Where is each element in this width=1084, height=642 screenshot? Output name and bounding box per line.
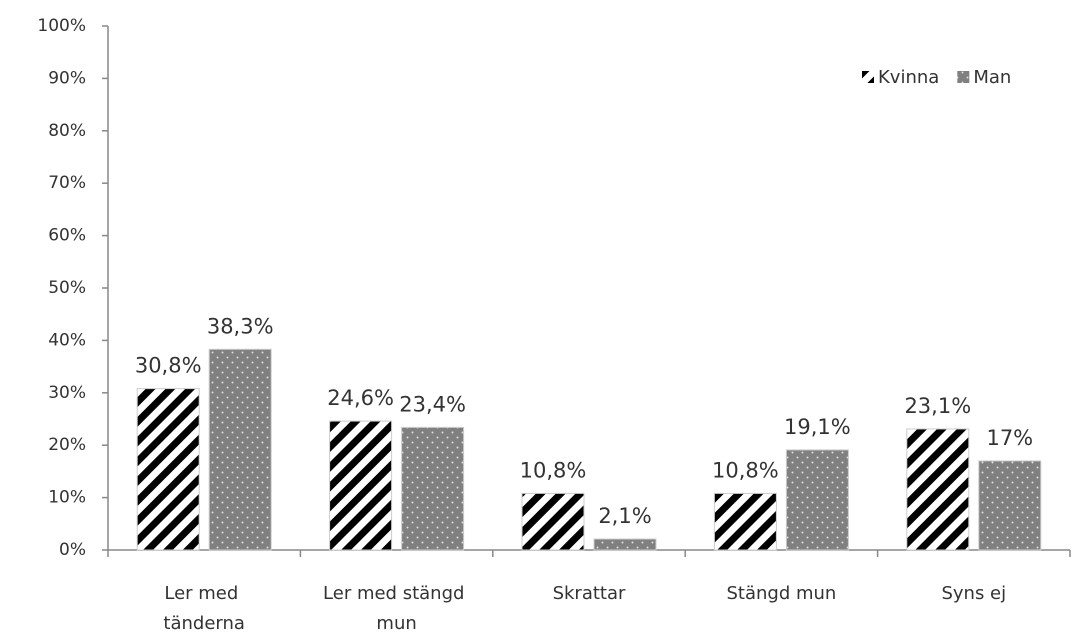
- value-label: 10,8%: [520, 458, 587, 482]
- bar: [906, 428, 970, 551]
- y-tick-label: 40%: [48, 330, 86, 350]
- x-tick-label: Skrattar: [553, 583, 626, 604]
- y-tick-label: 70%: [48, 173, 86, 193]
- y-tick-label: 20%: [48, 435, 86, 455]
- x-tick-label: Syns ej: [941, 583, 1006, 604]
- bar: [136, 388, 200, 551]
- y-tick-label: 60%: [48, 226, 86, 246]
- legend-swatch: [957, 71, 970, 83]
- x-tick-label: Ler med stängd mun: [323, 583, 470, 634]
- y-tick-label: 90%: [48, 68, 86, 88]
- value-label: 23,1%: [904, 394, 971, 418]
- bar: [401, 426, 465, 551]
- bar: [978, 460, 1042, 551]
- x-tick-label: Stängd mun: [726, 583, 836, 604]
- y-tick-label: 80%: [48, 121, 86, 141]
- y-tick-label: 50%: [48, 278, 86, 298]
- value-label: 19,1%: [784, 415, 851, 439]
- value-label: 24,6%: [327, 386, 394, 410]
- x-tick-label: Ler med tänderna: [163, 583, 245, 634]
- y-tick-label: 30%: [48, 383, 86, 403]
- bar: [593, 538, 657, 551]
- bar: [208, 348, 272, 551]
- bar: [521, 492, 585, 551]
- legend-label: Kvinna: [878, 67, 939, 88]
- value-label: 10,8%: [712, 458, 779, 482]
- y-tick-label: 10%: [48, 488, 86, 508]
- y-tick-label: 0%: [59, 540, 86, 560]
- value-label: 30,8%: [135, 354, 202, 378]
- value-label: 17%: [986, 426, 1033, 450]
- legend-swatch: [862, 71, 874, 83]
- y-tick-label: 100%: [37, 16, 86, 36]
- bar: [713, 492, 777, 551]
- value-label: 23,4%: [399, 392, 466, 416]
- legend-label: Man: [973, 67, 1011, 88]
- value-label: 38,3%: [207, 314, 274, 338]
- value-label: 2,1%: [598, 504, 651, 528]
- bar: [785, 449, 849, 551]
- bar: [329, 420, 393, 551]
